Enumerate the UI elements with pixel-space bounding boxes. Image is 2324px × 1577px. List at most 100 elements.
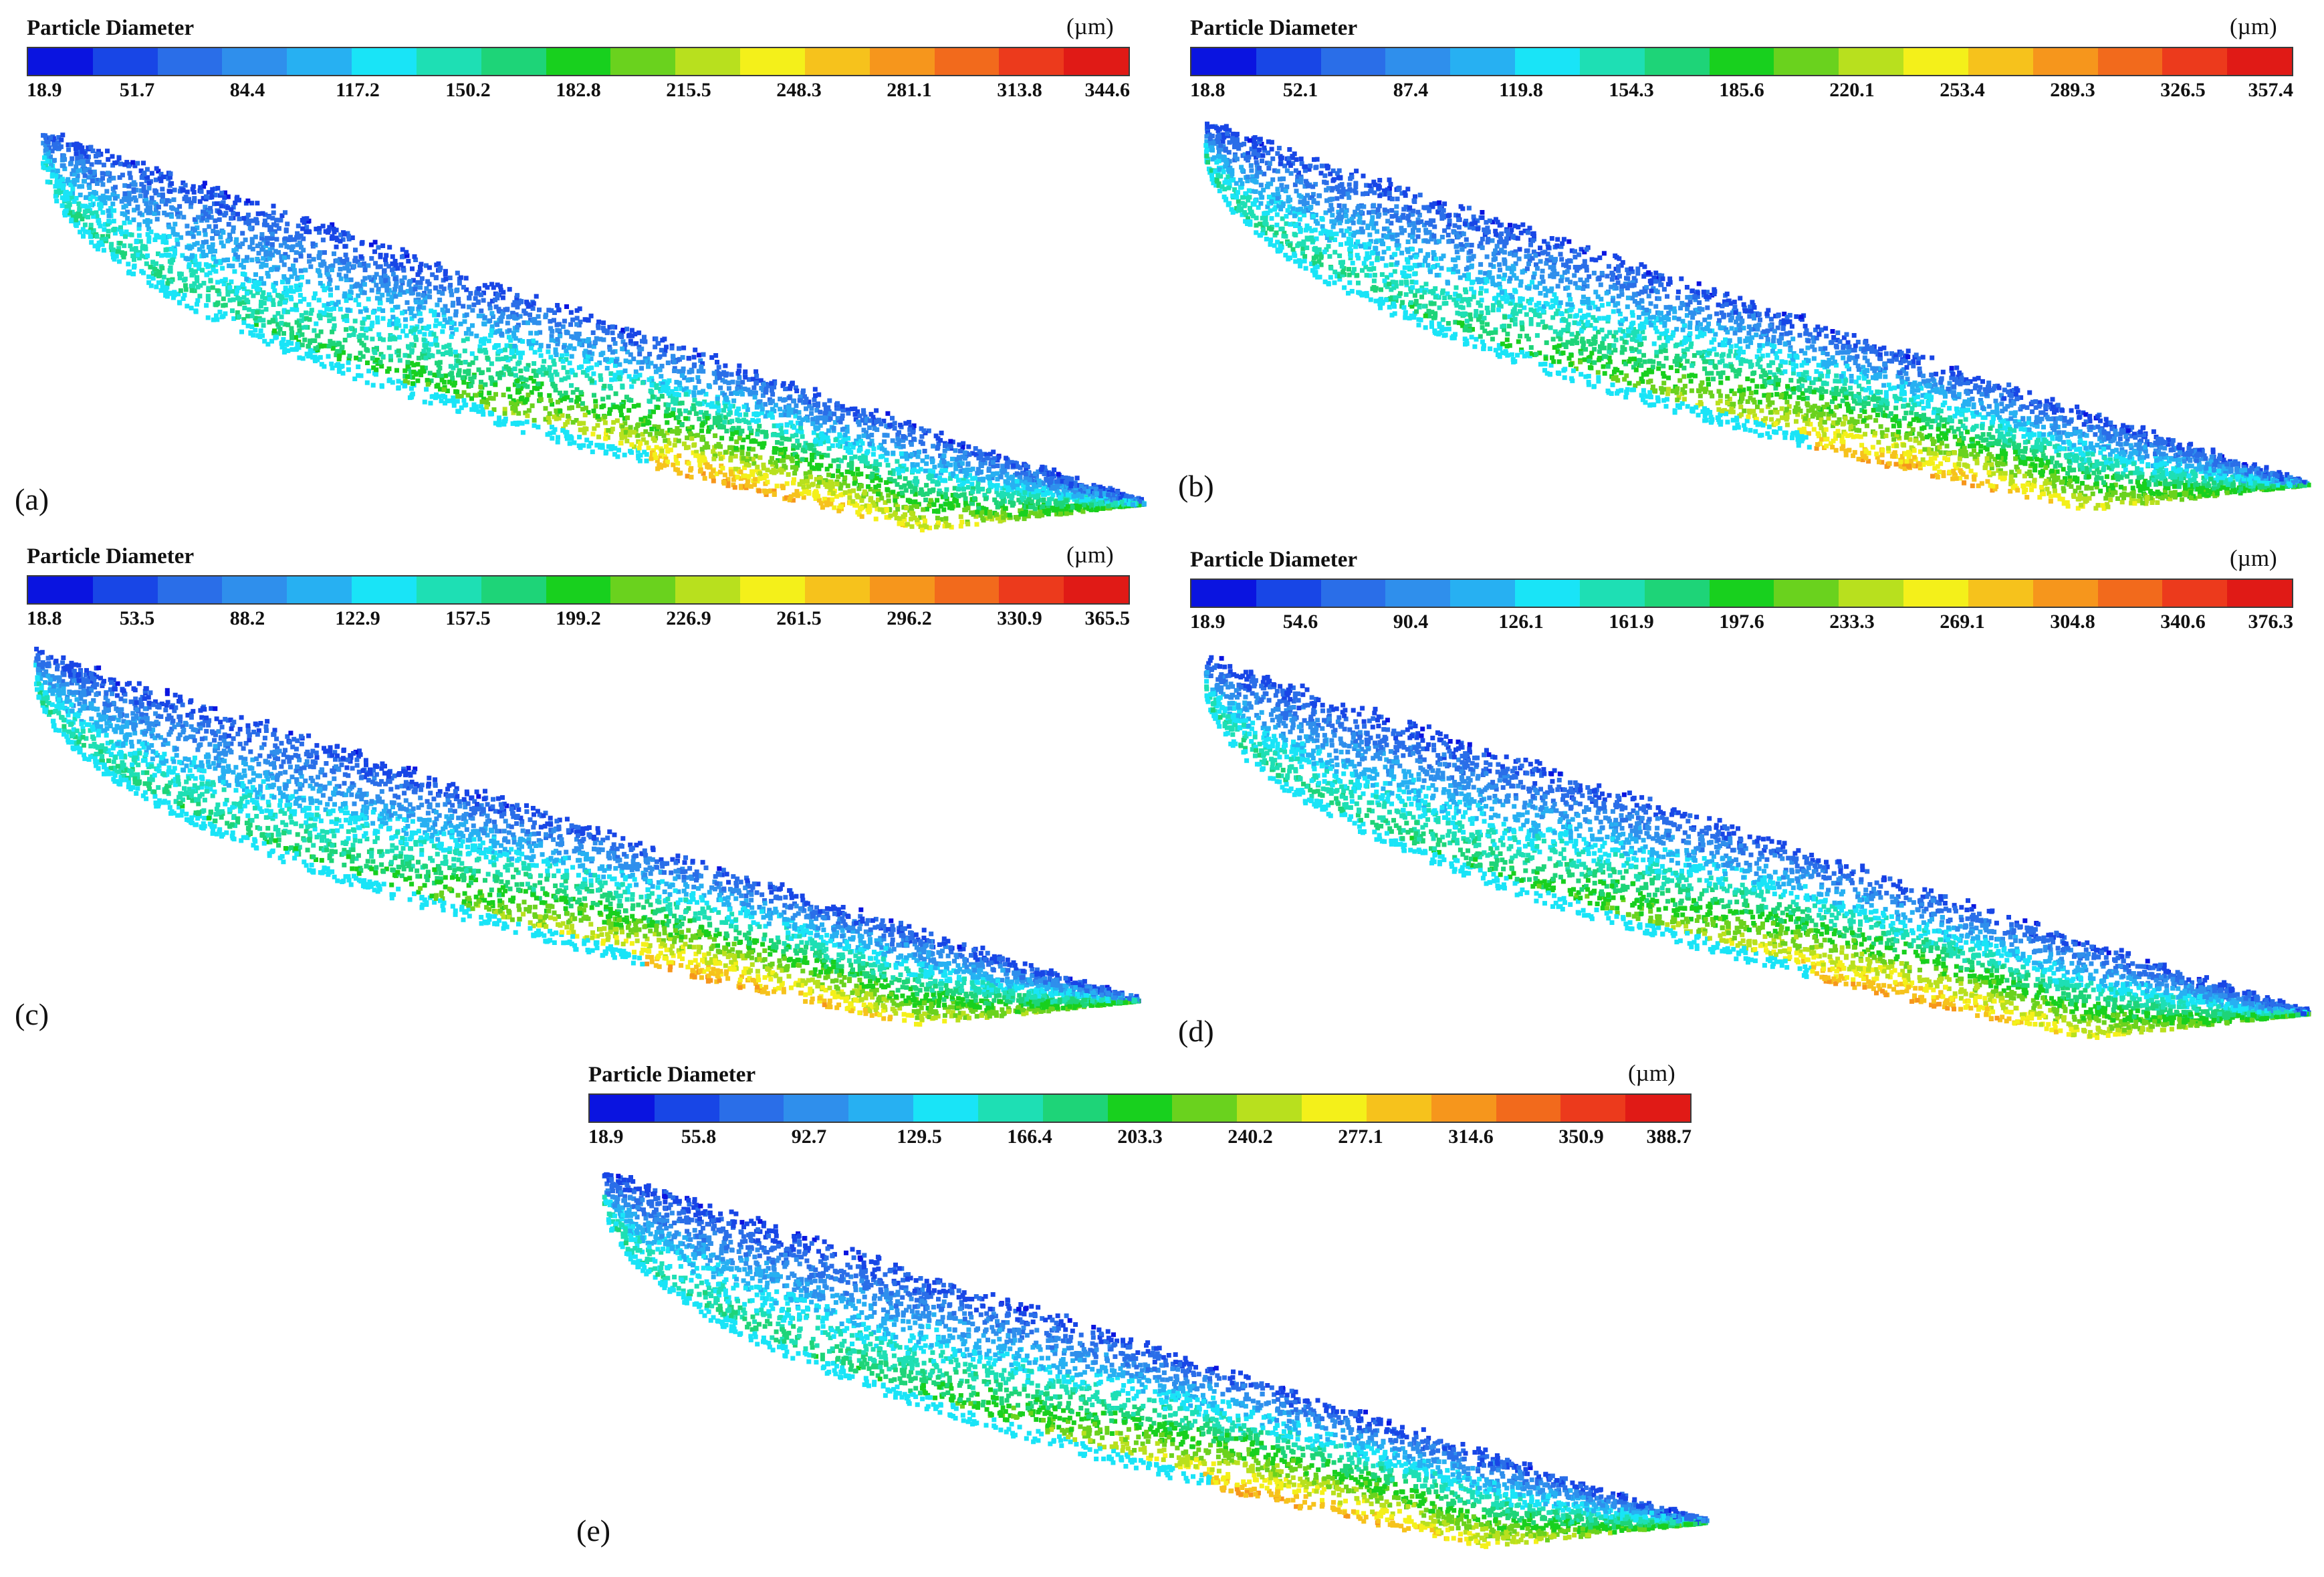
particle <box>754 405 760 410</box>
particle <box>564 352 570 357</box>
particle <box>489 324 495 329</box>
particle <box>455 399 460 404</box>
particle <box>624 395 629 400</box>
particle <box>607 347 612 352</box>
particle <box>592 380 597 385</box>
particle <box>983 510 989 516</box>
particle <box>507 328 512 333</box>
particle <box>449 334 454 339</box>
particle <box>850 445 856 450</box>
particle <box>190 231 195 236</box>
particle <box>249 313 255 318</box>
particle <box>163 293 168 298</box>
particle <box>1010 474 1015 480</box>
particle <box>438 387 443 392</box>
particle <box>736 406 741 411</box>
particle <box>980 486 985 492</box>
particle <box>938 453 943 458</box>
particle <box>933 524 939 530</box>
particle <box>453 389 459 394</box>
particle <box>723 373 729 377</box>
particle <box>498 309 503 314</box>
particle <box>776 423 781 429</box>
particle <box>62 213 68 218</box>
particle <box>555 341 560 346</box>
particle <box>570 405 574 410</box>
particle <box>881 419 887 423</box>
particle <box>790 458 795 463</box>
particle <box>553 369 558 375</box>
particle <box>402 379 408 384</box>
particle <box>241 265 246 270</box>
particle <box>357 356 362 362</box>
particle <box>395 266 400 271</box>
particle <box>913 482 919 488</box>
particle <box>285 348 291 353</box>
colorbar-tick-label: 117.2 <box>336 79 380 102</box>
particle <box>251 284 256 289</box>
particle <box>750 417 756 423</box>
particle <box>115 227 120 232</box>
particle <box>659 465 663 470</box>
particle <box>493 382 498 387</box>
particle <box>518 397 524 402</box>
particle <box>148 219 153 224</box>
particle <box>190 253 195 258</box>
particle <box>943 516 949 521</box>
particle <box>800 434 805 439</box>
particle <box>152 211 157 216</box>
particle <box>723 415 728 420</box>
particle <box>171 253 177 259</box>
particle <box>378 252 383 257</box>
particle <box>495 371 501 377</box>
particle <box>449 325 454 330</box>
particle <box>930 479 935 484</box>
particle <box>336 272 342 278</box>
particle <box>90 179 95 184</box>
particle <box>803 400 808 405</box>
particle <box>154 217 160 222</box>
particle <box>53 184 58 189</box>
particle <box>396 323 402 328</box>
colorbar-tick-label: 344.6 <box>1085 79 1131 102</box>
particle <box>231 229 236 234</box>
particle <box>671 407 676 413</box>
particle <box>846 411 851 416</box>
particle <box>728 469 733 474</box>
particle <box>608 446 614 451</box>
particle <box>220 266 225 271</box>
particle <box>891 468 896 474</box>
particle <box>775 440 780 445</box>
particle <box>895 507 901 512</box>
particle <box>998 514 1003 520</box>
particle <box>784 429 789 435</box>
particle <box>275 292 281 298</box>
particle <box>852 479 858 484</box>
particle <box>728 403 733 409</box>
particle <box>838 439 842 445</box>
particle <box>154 233 159 238</box>
particle <box>1050 492 1056 498</box>
particle <box>462 348 467 354</box>
particle <box>149 171 154 176</box>
particle <box>198 283 203 288</box>
particle <box>903 512 908 517</box>
particle <box>897 492 902 497</box>
particle <box>411 362 417 368</box>
particle <box>80 217 85 221</box>
particle <box>205 315 211 320</box>
particle <box>132 195 137 201</box>
particle <box>451 399 457 405</box>
particle <box>549 373 554 378</box>
particle <box>438 266 443 271</box>
particle <box>643 415 648 421</box>
particle <box>146 235 152 240</box>
particle <box>439 373 445 379</box>
particle <box>175 211 180 217</box>
particle <box>909 516 914 522</box>
particle <box>739 459 745 464</box>
particle <box>850 499 856 504</box>
particle <box>574 316 580 321</box>
particle <box>622 452 627 457</box>
particle <box>851 441 856 447</box>
